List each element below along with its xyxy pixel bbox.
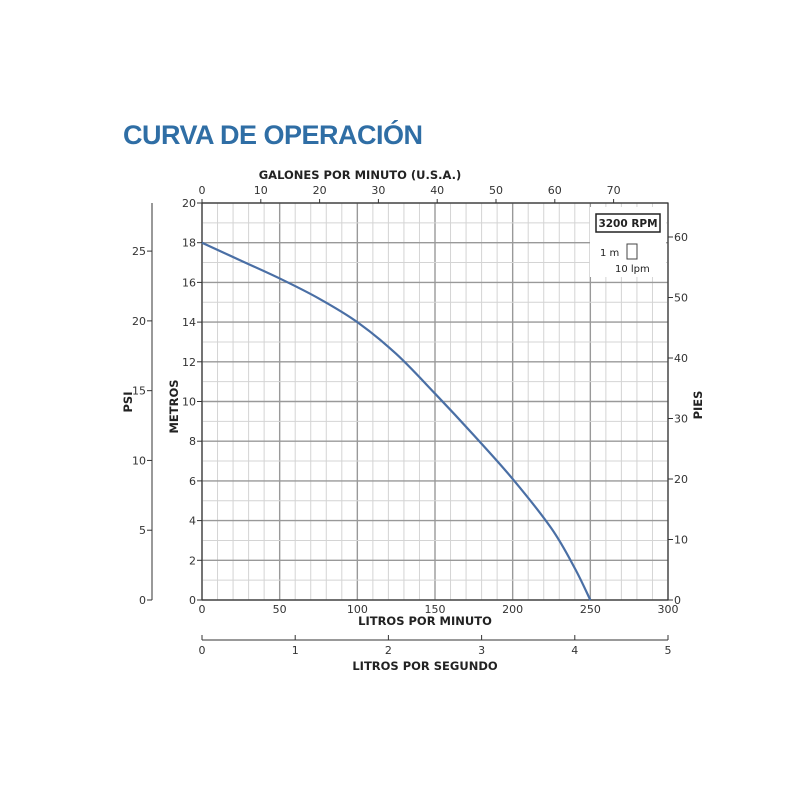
top-tick-label: 70 bbox=[607, 184, 621, 197]
y-tick-label: 0 bbox=[189, 594, 196, 607]
x-axis-label: LITROS POR MINUTO bbox=[358, 614, 492, 628]
scale-vertical-label: 1 m bbox=[600, 248, 619, 259]
y-tick-label: 8 bbox=[189, 435, 196, 448]
chart-title: CURVA DE OPERACIÓN bbox=[123, 120, 423, 150]
performance-curve bbox=[201, 241, 592, 601]
psi-tick-label: 10 bbox=[132, 454, 146, 467]
lps-tick-label: 2 bbox=[385, 644, 392, 657]
top-tick-label: 0 bbox=[199, 184, 206, 197]
psi-tick-label: 25 bbox=[132, 245, 146, 258]
y-tick-label: 16 bbox=[182, 276, 196, 289]
feet-axis-label: PIES bbox=[691, 391, 705, 420]
lps-tick-label: 3 bbox=[478, 644, 485, 657]
scale-horizontal-label: 10 lpm bbox=[615, 264, 650, 275]
x-tick-label: 300 bbox=[658, 603, 679, 616]
y-tick-label: 4 bbox=[189, 515, 196, 528]
lps-axis-label: LITROS POR SEGUNDO bbox=[352, 659, 498, 673]
feet-tick-label: 50 bbox=[674, 291, 688, 304]
feet-tick-label: 30 bbox=[674, 412, 688, 425]
y-tick-label: 12 bbox=[182, 356, 196, 369]
y-tick-label: 2 bbox=[189, 554, 196, 567]
psi-axis-label: PSI bbox=[121, 392, 135, 413]
lps-tick-label: 5 bbox=[665, 644, 672, 657]
psi-tick-label: 5 bbox=[139, 524, 146, 537]
feet-tick-label: 10 bbox=[674, 533, 688, 546]
lps-tick-label: 0 bbox=[199, 644, 206, 657]
feet-tick-label: 60 bbox=[674, 231, 688, 244]
scale-box bbox=[626, 243, 638, 260]
top-tick-label: 40 bbox=[430, 184, 444, 197]
rpm-label: 3200 RPM bbox=[598, 218, 657, 230]
x-tick-label: 100 bbox=[347, 603, 368, 616]
rpm-box bbox=[595, 213, 661, 233]
top-tick-label: 20 bbox=[313, 184, 327, 197]
y-tick-label: 20 bbox=[182, 197, 196, 210]
top-axis-label: GALONES POR MINUTO (U.S.A.) bbox=[259, 168, 462, 182]
x-tick-label: 250 bbox=[580, 603, 601, 616]
lps-tick-label: 4 bbox=[571, 644, 578, 657]
y-tick-label: 18 bbox=[182, 237, 196, 250]
y-tick-label: 10 bbox=[182, 396, 196, 409]
top-tick-label: 30 bbox=[371, 184, 385, 197]
lps-tick-label: 1 bbox=[292, 644, 299, 657]
psi-tick-label: 15 bbox=[132, 385, 146, 398]
x-tick-label: 50 bbox=[273, 603, 287, 616]
x-tick-label: 150 bbox=[425, 603, 446, 616]
top-tick-label: 10 bbox=[254, 184, 268, 197]
y-axis-label: METROS bbox=[167, 379, 181, 433]
feet-tick-label: 40 bbox=[674, 352, 688, 365]
x-tick-label: 200 bbox=[502, 603, 523, 616]
feet-tick-label: 0 bbox=[674, 594, 681, 607]
psi-tick-label: 20 bbox=[132, 315, 146, 328]
top-tick-label: 50 bbox=[489, 184, 503, 197]
top-tick-label: 60 bbox=[548, 184, 562, 197]
y-tick-label: 6 bbox=[189, 475, 196, 488]
y-tick-label: 14 bbox=[182, 316, 196, 329]
psi-tick-label: 0 bbox=[139, 594, 146, 607]
feet-tick-label: 20 bbox=[674, 473, 688, 486]
x-tick-label: 0 bbox=[199, 603, 206, 616]
